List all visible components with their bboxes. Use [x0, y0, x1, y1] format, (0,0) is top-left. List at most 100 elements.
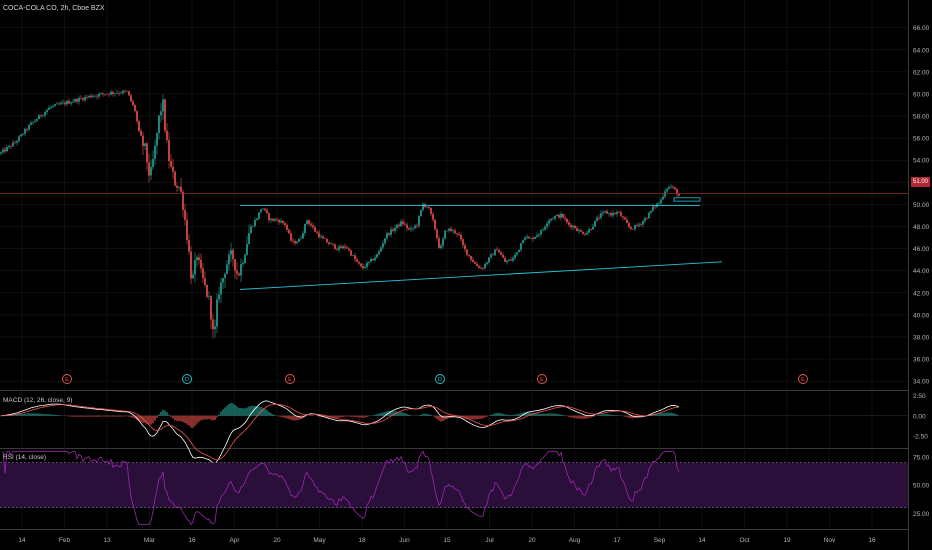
macd-histogram-bar: [340, 415, 342, 418]
macd-histogram-bar: [128, 415, 130, 417]
dividend-marker[interactable]: [182, 374, 192, 384]
candle-body: [124, 90, 126, 92]
candle-body: [584, 234, 586, 235]
candle-body: [614, 213, 616, 214]
earnings-marker[interactable]: [285, 374, 295, 384]
macd-histogram-bar: [34, 413, 36, 416]
candle-body: [450, 228, 452, 232]
candle-body: [172, 166, 174, 172]
candle-body: [562, 213, 564, 218]
macd-histogram-bar: [550, 413, 552, 416]
candle-body: [512, 257, 514, 261]
candle-body: [334, 244, 336, 249]
candle-body: [120, 93, 122, 94]
candle-body: [138, 121, 140, 131]
candle-body: [46, 109, 48, 112]
candle-body: [132, 101, 134, 106]
candle-body: [14, 142, 16, 144]
candle-body: [564, 217, 566, 219]
dividend-marker[interactable]: [435, 374, 445, 384]
candle-body: [384, 238, 386, 244]
candle-body: [598, 217, 600, 219]
macd-histogram-bar: [626, 415, 628, 418]
macd-histogram-bar: [54, 414, 56, 416]
macd-histogram-bar: [612, 414, 614, 416]
macd-histogram-bar: [352, 415, 354, 417]
candle-body: [518, 249, 520, 253]
candle-body: [308, 220, 310, 224]
candle-body: [410, 228, 412, 230]
macd-histogram-bar: [72, 415, 74, 417]
candle-body: [418, 216, 420, 226]
candle-body: [40, 115, 42, 117]
candle-body: [230, 250, 232, 255]
macd-histogram-bar: [422, 413, 424, 416]
candle-body: [676, 189, 678, 195]
earnings-marker[interactable]: [798, 374, 808, 384]
candle-body: [474, 262, 476, 264]
macd-histogram-bar: [94, 415, 96, 417]
macd-histogram-bar: [386, 411, 388, 416]
macd-histogram-bar: [664, 412, 666, 416]
candle-body: [498, 250, 500, 253]
candle-body: [520, 243, 522, 250]
macd-histogram-bar: [364, 415, 366, 418]
macd-histogram-bar: [358, 415, 360, 418]
candle-body: [290, 233, 292, 241]
candle-body: [446, 230, 448, 232]
candle-body: [494, 249, 496, 256]
macd-histogram-bar: [482, 415, 484, 419]
macd-line: [0, 400, 680, 465]
candle-body: [180, 186, 182, 192]
candle-body: [310, 223, 312, 226]
earnings-marker-label: E: [801, 377, 805, 383]
candle-body: [136, 111, 138, 122]
price-tick-label: 38.00: [913, 334, 930, 341]
macd-histogram-bar: [20, 413, 22, 416]
candle-body: [306, 220, 308, 225]
candle-body: [444, 230, 446, 239]
price-tick-label: 46.00: [913, 246, 930, 253]
macd-histogram-bar: [214, 415, 216, 421]
macd-histogram-bar: [608, 414, 610, 416]
candle-body: [190, 251, 192, 279]
candle-body: [54, 104, 56, 106]
macd-histogram-bar: [514, 414, 516, 416]
candle-body: [70, 102, 72, 104]
earnings-marker[interactable]: [537, 374, 547, 384]
candle-body: [34, 120, 36, 122]
earnings-marker[interactable]: [62, 374, 72, 384]
macd-histogram-bar: [68, 415, 70, 417]
candle-body: [442, 238, 444, 246]
macd-histogram-bar: [578, 415, 580, 419]
macd-histogram-bar: [288, 415, 290, 420]
candle-body: [440, 245, 442, 248]
candle-body: [316, 231, 318, 233]
candle-body: [246, 244, 248, 255]
macd-histogram-bar: [118, 415, 120, 417]
candle-body: [186, 219, 188, 241]
candle-body: [380, 247, 382, 252]
macd-histogram-bar: [56, 414, 58, 416]
candle-body: [500, 252, 502, 255]
candle-body: [98, 93, 100, 97]
macd-histogram-bar: [152, 415, 154, 424]
candle-body: [182, 191, 184, 210]
macd-histogram-bar: [146, 415, 148, 424]
candle-body: [404, 224, 406, 225]
candle-body: [168, 140, 170, 162]
macd-histogram-bar: [198, 415, 200, 422]
macd-histogram-bar: [610, 414, 612, 416]
macd-histogram-bar: [150, 415, 152, 425]
macd-histogram-bar: [512, 414, 514, 416]
macd-histogram-bar: [222, 409, 224, 416]
candle-body: [674, 187, 676, 190]
candle-body: [342, 246, 344, 249]
candle-body: [260, 209, 262, 213]
candle-body: [80, 97, 82, 99]
earnings-marker-label: E: [540, 377, 544, 383]
candle-body: [110, 91, 112, 95]
candle-body: [622, 216, 624, 218]
